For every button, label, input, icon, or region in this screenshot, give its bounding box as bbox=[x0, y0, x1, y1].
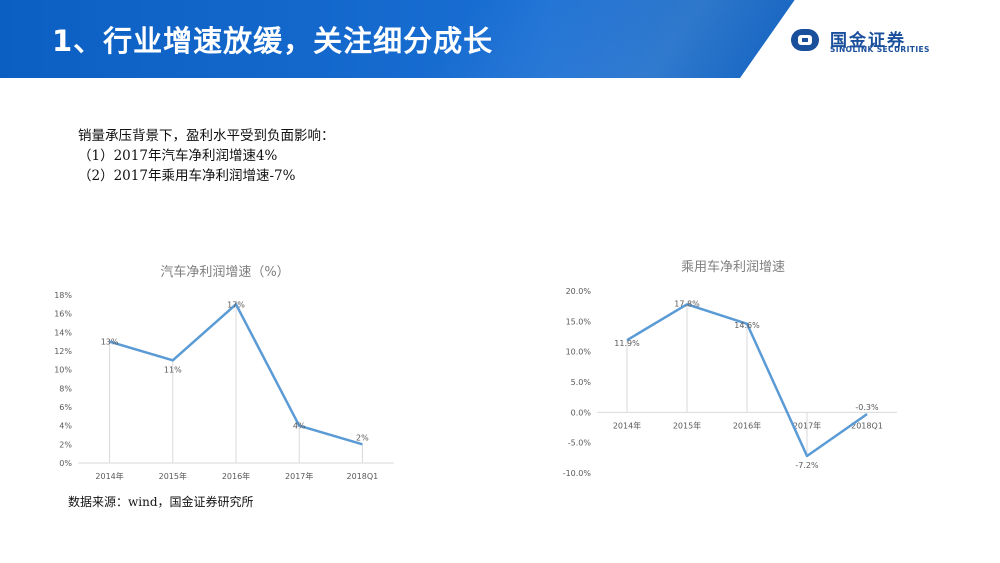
y-tick-label: 0.0% bbox=[571, 408, 592, 417]
y-tick-label: 5.0% bbox=[571, 378, 592, 387]
auto-profit-growth-chart: 汽车净利润增速（%） 18% 16% 14% 12% 10% 8% 6% 4% 2% 0% 2014年… bbox=[54, 264, 394, 481]
x-category-label: 2018Q1 bbox=[347, 472, 379, 481]
note-line: 销量承压背景下，盈利水平受到负面影响： bbox=[78, 128, 335, 144]
data-label: -0.3% bbox=[855, 403, 879, 412]
chart-title: 汽车净利润增速（%） bbox=[160, 264, 289, 280]
data-label: 13% bbox=[101, 338, 119, 347]
x-category-label: 2018Q1 bbox=[851, 421, 883, 430]
data-label: 11% bbox=[164, 365, 182, 374]
data-label: 17% bbox=[227, 300, 245, 309]
y-tick-label: 16% bbox=[54, 310, 72, 319]
chart-title: 乘用车净利润增速 bbox=[681, 259, 785, 275]
x-category-label: 2015年 bbox=[159, 471, 187, 481]
y-tick-label: 10.0% bbox=[566, 348, 592, 357]
data-label: 2% bbox=[356, 433, 369, 442]
y-tick-label: 2% bbox=[59, 440, 72, 449]
x-category-label: 2015年 bbox=[673, 420, 701, 430]
data-label: 17.8% bbox=[674, 299, 700, 308]
x-category-label: 2017年 bbox=[793, 420, 821, 430]
page-title: 1、行业增速放缓，关注细分成长 bbox=[52, 24, 494, 58]
y-tick-label: 14% bbox=[54, 328, 72, 337]
y-tick-label: -5.0% bbox=[568, 439, 592, 448]
summary-notes: 销量承压背景下，盈利水平受到负面影响： （1）2017年汽车净利润增速4% （2… bbox=[78, 126, 335, 186]
data-label: -7.2% bbox=[795, 461, 819, 470]
x-category-label: 2014年 bbox=[95, 471, 123, 481]
data-label: 11.9% bbox=[614, 339, 640, 348]
passenger-car-profit-growth-chart: 乘用车净利润增速 20.0% 15.0% 10.0% 5.0% 0.0% -5.0% -10.… bbox=[563, 259, 897, 478]
y-tick-label: 4% bbox=[59, 422, 72, 431]
x-category-label: 2016年 bbox=[222, 471, 250, 481]
x-category-label: 2014年 bbox=[613, 420, 641, 430]
series-line bbox=[109, 303, 363, 446]
y-tick-label: 12% bbox=[54, 347, 72, 356]
data-label: 4% bbox=[293, 422, 306, 431]
data-label: 14.6% bbox=[734, 321, 760, 330]
y-tick-label: 15.0% bbox=[566, 317, 592, 326]
note-line: （1）2017年汽车净利润增速4% bbox=[78, 148, 278, 164]
y-tick-label: 20.0% bbox=[566, 287, 592, 296]
y-tick-label: 6% bbox=[59, 403, 72, 412]
y-tick-label: 8% bbox=[59, 384, 72, 393]
y-tick-label: 18% bbox=[54, 291, 72, 300]
note-line: （2）2017年乘用车净利润增速-7% bbox=[78, 168, 296, 184]
y-tick-label: 10% bbox=[54, 366, 72, 375]
logo-text-en: SINOLINK SECURITIES bbox=[830, 45, 930, 54]
logo-icon bbox=[791, 29, 819, 51]
y-tick-label: -10.0% bbox=[563, 469, 592, 478]
x-category-label: 2016年 bbox=[733, 420, 761, 430]
y-tick-label: 0% bbox=[59, 459, 72, 468]
header-banner: 1、行业增速放缓，关注细分成长 国金证券 SINOLINK SECURITIES bbox=[0, 0, 1000, 78]
data-source-note: 数据来源：wind，国金证券研究所 bbox=[68, 495, 254, 509]
logo-text-cn: 国金证券 bbox=[830, 31, 906, 51]
series-line bbox=[626, 303, 868, 458]
x-category-label: 2017年 bbox=[285, 471, 313, 481]
company-logo: 国金证券 SINOLINK SECURITIES bbox=[790, 24, 970, 58]
